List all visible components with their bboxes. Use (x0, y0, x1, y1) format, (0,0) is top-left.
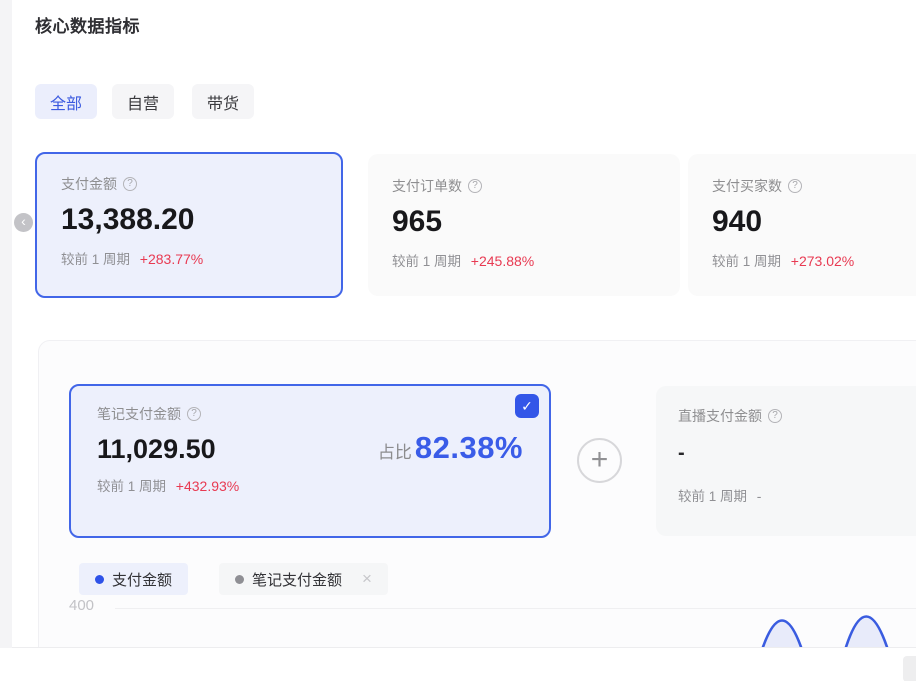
metric-label-row: 支付买家数 ? (712, 176, 916, 196)
metric-breakdown-panel: ✓ 笔记支付金额 ? 11,029.50 占比 82.38% 较前 1 周期 +… (38, 340, 916, 648)
compare-label: 较前 1 周期 (97, 479, 167, 494)
help-icon[interactable]: ? (468, 179, 482, 193)
chart-peak-1-line (761, 619, 803, 647)
metric-card-payment-orders[interactable]: 支付订单数 ? 965 较前 1 周期 +245.88% (368, 154, 680, 296)
subcard-value: - (678, 442, 685, 464)
tab-all-label: 全部 (49, 95, 82, 113)
change-value: +273.02% (790, 253, 855, 269)
add-metric-button[interactable]: + (577, 438, 622, 483)
page-title: 核心数据指标 (35, 17, 140, 36)
change-value: - (756, 488, 762, 504)
carousel-prev-icon[interactable]: ‹ (14, 213, 33, 232)
legend-label: 笔记支付金额 (252, 571, 343, 589)
legend-label: 支付金额 (112, 571, 173, 589)
metric-label-row: 支付金额 ? (61, 174, 317, 194)
subcard-value-row: 11,029.50 占比 82.38% (97, 430, 523, 466)
metric-compare: 较前 1 周期 +283.77% (61, 248, 317, 268)
metric-compare: 较前 1 周期 +245.88% (392, 250, 656, 270)
change-value: +432.93% (175, 478, 240, 494)
compare-label: 较前 1 周期 (712, 254, 782, 269)
metric-value: 965 (392, 205, 443, 238)
compare-label: 较前 1 周期 (392, 254, 462, 269)
subcard-note-payment-amount[interactable]: ✓ 笔记支付金额 ? 11,029.50 占比 82.38% 较前 1 周期 +… (69, 384, 551, 538)
gridline-400 (115, 608, 916, 609)
remove-legend-icon[interactable]: × (362, 569, 372, 588)
compare-label: 较前 1 周期 (61, 252, 131, 267)
metric-label: 支付订单数 (392, 178, 462, 194)
legend-item-note-payment-amount[interactable]: 笔记支付金额 × (219, 563, 388, 595)
tab-all[interactable]: 全部 (35, 84, 97, 119)
ratio-value: 82.38% (414, 430, 523, 465)
tab-self-operated-label: 自营 (126, 95, 159, 113)
subcard-label-row: 直播支付金额 ? (678, 406, 916, 426)
metric-label: 支付买家数 (712, 178, 782, 194)
legend-dot-blue-icon (95, 574, 104, 584)
metric-value: 940 (712, 205, 763, 238)
metric-card-payment-amount[interactable]: 支付金额 ? 13,388.20 较前 1 周期 +283.77% (35, 152, 343, 298)
subcard-value: 11,029.50 (97, 434, 216, 464)
subcard-compare: 较前 1 周期 - (678, 485, 916, 505)
metric-compare: 较前 1 周期 +273.02% (712, 250, 916, 270)
help-icon[interactable]: ? (768, 409, 782, 423)
subcard-label: 直播支付金额 (678, 408, 762, 424)
tab-affiliate[interactable]: 带货 (192, 84, 254, 119)
compare-label: 较前 1 周期 (678, 489, 748, 504)
change-value: +283.77% (139, 251, 204, 267)
subcard-live-payment-amount[interactable]: 直播支付金额 ? - 较前 1 周期 - (656, 386, 916, 536)
help-icon[interactable]: ? (187, 407, 201, 421)
legend-dot-gray-icon (235, 574, 244, 584)
chart-peak-2-line (844, 615, 889, 647)
plus-icon: + (590, 443, 609, 476)
metric-label: 支付金额 (61, 176, 117, 192)
tab-self-operated[interactable]: 自营 (112, 84, 174, 119)
legend-item-payment-amount[interactable]: 支付金额 (79, 563, 189, 595)
checkbox-checked-icon[interactable]: ✓ (515, 394, 539, 418)
subcard-label: 笔记支付金额 (97, 406, 181, 422)
y-axis-tick-400: 400 (69, 597, 95, 614)
change-value: +245.88% (470, 253, 535, 269)
metric-card-payment-buyers[interactable]: 支付买家数 ? 940 较前 1 周期 +273.02% (688, 154, 916, 296)
subcard-compare: 较前 1 周期 +432.93% (97, 475, 523, 495)
core-metrics-panel: 核心数据指标 全部 自营 带货 ‹ 支付金额 ? 13,388.20 较前 1 … (12, 0, 916, 648)
cut-off-floating-widget[interactable] (903, 656, 916, 681)
help-icon[interactable]: ? (123, 177, 137, 191)
metric-value: 13,388.20 (61, 203, 195, 236)
metric-label-row: 支付订单数 ? (392, 176, 656, 196)
tab-affiliate-label: 带货 (206, 95, 239, 113)
help-icon[interactable]: ? (788, 179, 802, 193)
subcard-label-row: 笔记支付金额 ? (97, 404, 523, 424)
ratio-label: 占比 (377, 443, 412, 462)
ratio-block: 占比 82.38% (378, 430, 523, 466)
page-background-strip (0, 0, 12, 648)
payment-amount-line-chart[interactable] (39, 609, 916, 648)
